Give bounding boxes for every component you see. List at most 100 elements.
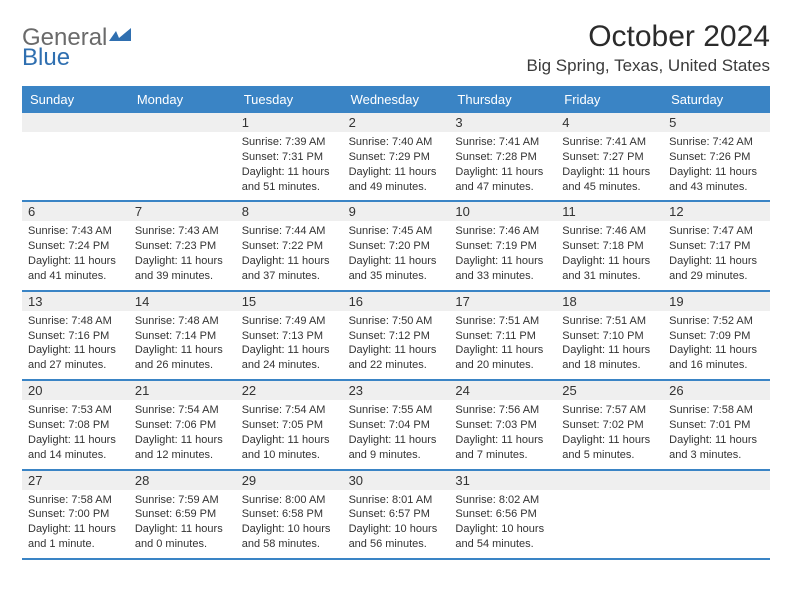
day-body: Sunrise: 7:41 AMSunset: 7:27 PMDaylight:…: [556, 132, 663, 194]
sunset-line: Sunset: 7:31 PM: [242, 150, 337, 165]
day-body: Sunrise: 7:42 AMSunset: 7:26 PMDaylight:…: [663, 132, 770, 194]
day-number: [556, 471, 663, 490]
day-body: Sunrise: 7:41 AMSunset: 7:28 PMDaylight:…: [449, 132, 556, 194]
day-body: Sunrise: 7:48 AMSunset: 7:14 PMDaylight:…: [129, 311, 236, 373]
sunrise-line: Sunrise: 7:43 AM: [28, 224, 123, 239]
day-cell: 25Sunrise: 7:57 AMSunset: 7:02 PMDayligh…: [556, 381, 663, 468]
day-cell: 1Sunrise: 7:39 AMSunset: 7:31 PMDaylight…: [236, 113, 343, 200]
day-number: 10: [449, 202, 556, 221]
day-cell: [556, 471, 663, 558]
sunset-line: Sunset: 7:09 PM: [669, 329, 764, 344]
day-number: [129, 113, 236, 132]
sunrise-line: Sunrise: 8:02 AM: [455, 493, 550, 508]
day-number: 22: [236, 381, 343, 400]
sunset-line: Sunset: 7:22 PM: [242, 239, 337, 254]
day-cell: 28Sunrise: 7:59 AMSunset: 6:59 PMDayligh…: [129, 471, 236, 558]
sunset-line: Sunset: 7:19 PM: [455, 239, 550, 254]
day-body: Sunrise: 7:56 AMSunset: 7:03 PMDaylight:…: [449, 400, 556, 462]
daylight-line: Daylight: 11 hours and 45 minutes.: [562, 165, 657, 195]
day-number: 31: [449, 471, 556, 490]
header-row: General Blue October 2024 Big Spring, Te…: [22, 20, 770, 76]
daylight-line: Daylight: 11 hours and 22 minutes.: [349, 343, 444, 373]
day-cell: 6Sunrise: 7:43 AMSunset: 7:24 PMDaylight…: [22, 202, 129, 289]
day-number: 18: [556, 292, 663, 311]
day-body: Sunrise: 7:47 AMSunset: 7:17 PMDaylight:…: [663, 221, 770, 283]
day-number: 12: [663, 202, 770, 221]
day-body: Sunrise: 7:43 AMSunset: 7:24 PMDaylight:…: [22, 221, 129, 283]
sunrise-line: Sunrise: 7:55 AM: [349, 403, 444, 418]
week-row: 20Sunrise: 7:53 AMSunset: 7:08 PMDayligh…: [22, 381, 770, 470]
day-body: Sunrise: 8:01 AMSunset: 6:57 PMDaylight:…: [343, 490, 450, 552]
daylight-line: Daylight: 10 hours and 58 minutes.: [242, 522, 337, 552]
sunrise-line: Sunrise: 7:51 AM: [455, 314, 550, 329]
sunset-line: Sunset: 7:00 PM: [28, 507, 123, 522]
week-row: 27Sunrise: 7:58 AMSunset: 7:00 PMDayligh…: [22, 471, 770, 560]
day-number: 30: [343, 471, 450, 490]
day-cell: 2Sunrise: 7:40 AMSunset: 7:29 PMDaylight…: [343, 113, 450, 200]
day-number: 9: [343, 202, 450, 221]
sunset-line: Sunset: 7:23 PM: [135, 239, 230, 254]
week-row: 1Sunrise: 7:39 AMSunset: 7:31 PMDaylight…: [22, 113, 770, 202]
day-number: 17: [449, 292, 556, 311]
dow-sunday: Sunday: [22, 86, 129, 113]
sunset-line: Sunset: 7:11 PM: [455, 329, 550, 344]
day-cell: 16Sunrise: 7:50 AMSunset: 7:12 PMDayligh…: [343, 292, 450, 379]
daylight-line: Daylight: 11 hours and 1 minute.: [28, 522, 123, 552]
day-cell: [22, 113, 129, 200]
day-cell: 8Sunrise: 7:44 AMSunset: 7:22 PMDaylight…: [236, 202, 343, 289]
sunrise-line: Sunrise: 7:54 AM: [242, 403, 337, 418]
daylight-line: Daylight: 11 hours and 18 minutes.: [562, 343, 657, 373]
daylight-line: Daylight: 11 hours and 16 minutes.: [669, 343, 764, 373]
daylight-line: Daylight: 11 hours and 9 minutes.: [349, 433, 444, 463]
day-body: Sunrise: 8:02 AMSunset: 6:56 PMDaylight:…: [449, 490, 556, 552]
daylight-line: Daylight: 11 hours and 27 minutes.: [28, 343, 123, 373]
day-number: 16: [343, 292, 450, 311]
sunset-line: Sunset: 6:56 PM: [455, 507, 550, 522]
sunrise-line: Sunrise: 7:56 AM: [455, 403, 550, 418]
daylight-line: Daylight: 11 hours and 31 minutes.: [562, 254, 657, 284]
day-cell: 29Sunrise: 8:00 AMSunset: 6:58 PMDayligh…: [236, 471, 343, 558]
day-number: [22, 113, 129, 132]
sunset-line: Sunset: 7:14 PM: [135, 329, 230, 344]
daylight-line: Daylight: 11 hours and 43 minutes.: [669, 165, 764, 195]
sunrise-line: Sunrise: 7:46 AM: [562, 224, 657, 239]
day-number: 8: [236, 202, 343, 221]
day-number: 5: [663, 113, 770, 132]
day-number: 2: [343, 113, 450, 132]
sunset-line: Sunset: 7:06 PM: [135, 418, 230, 433]
sunrise-line: Sunrise: 7:39 AM: [242, 135, 337, 150]
daylight-line: Daylight: 11 hours and 41 minutes.: [28, 254, 123, 284]
daylight-line: Daylight: 11 hours and 47 minutes.: [455, 165, 550, 195]
sunset-line: Sunset: 6:58 PM: [242, 507, 337, 522]
day-body: Sunrise: 7:39 AMSunset: 7:31 PMDaylight:…: [236, 132, 343, 194]
day-cell: 27Sunrise: 7:58 AMSunset: 7:00 PMDayligh…: [22, 471, 129, 558]
sunset-line: Sunset: 7:05 PM: [242, 418, 337, 433]
sunrise-line: Sunrise: 7:46 AM: [455, 224, 550, 239]
day-number: 13: [22, 292, 129, 311]
brand-logo: General Blue: [22, 20, 131, 74]
sunrise-line: Sunrise: 7:52 AM: [669, 314, 764, 329]
brand-word-blue: Blue: [22, 44, 70, 71]
day-body: Sunrise: 7:58 AMSunset: 7:00 PMDaylight:…: [22, 490, 129, 552]
day-cell: 11Sunrise: 7:46 AMSunset: 7:18 PMDayligh…: [556, 202, 663, 289]
daylight-line: Daylight: 11 hours and 26 minutes.: [135, 343, 230, 373]
sunrise-line: Sunrise: 7:54 AM: [135, 403, 230, 418]
sunrise-line: Sunrise: 7:48 AM: [28, 314, 123, 329]
day-of-week-header: Sunday Monday Tuesday Wednesday Thursday…: [22, 86, 770, 113]
sunrise-line: Sunrise: 7:41 AM: [455, 135, 550, 150]
day-number: 24: [449, 381, 556, 400]
day-cell: 5Sunrise: 7:42 AMSunset: 7:26 PMDaylight…: [663, 113, 770, 200]
dow-friday: Friday: [556, 86, 663, 113]
sunrise-line: Sunrise: 7:47 AM: [669, 224, 764, 239]
dow-tuesday: Tuesday: [236, 86, 343, 113]
daylight-line: Daylight: 11 hours and 39 minutes.: [135, 254, 230, 284]
sunrise-line: Sunrise: 7:58 AM: [28, 493, 123, 508]
daylight-line: Daylight: 10 hours and 56 minutes.: [349, 522, 444, 552]
dow-saturday: Saturday: [663, 86, 770, 113]
sunrise-line: Sunrise: 7:40 AM: [349, 135, 444, 150]
day-number: 28: [129, 471, 236, 490]
day-cell: 17Sunrise: 7:51 AMSunset: 7:11 PMDayligh…: [449, 292, 556, 379]
day-number: 29: [236, 471, 343, 490]
day-cell: 22Sunrise: 7:54 AMSunset: 7:05 PMDayligh…: [236, 381, 343, 468]
day-number: 1: [236, 113, 343, 132]
